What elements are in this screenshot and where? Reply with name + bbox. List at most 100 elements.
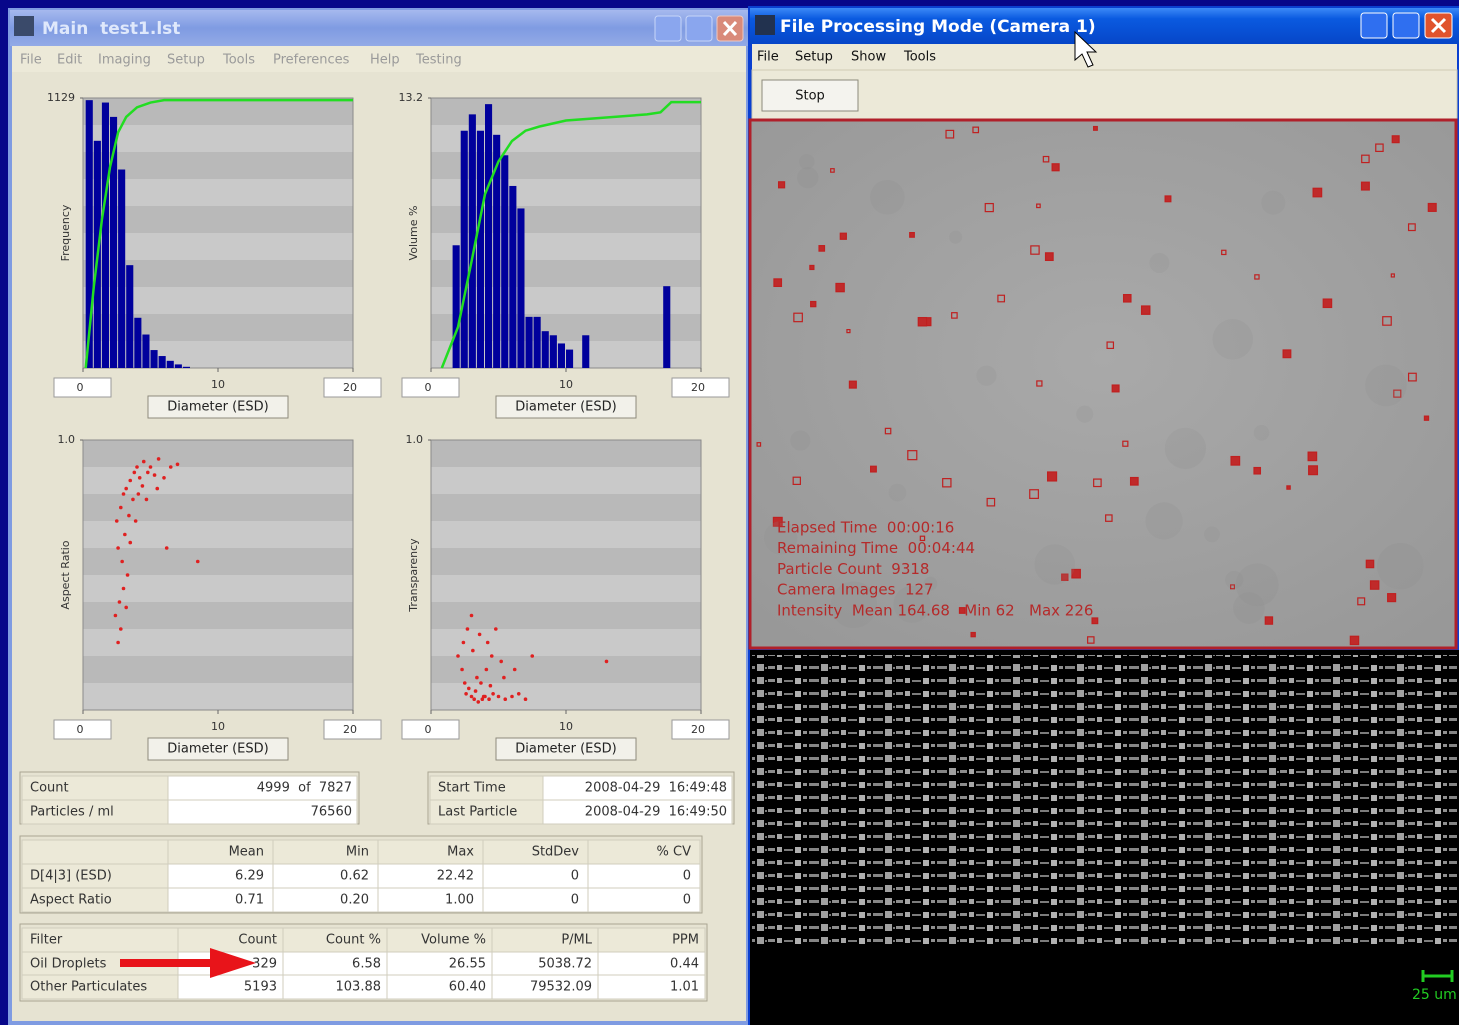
scatter-point <box>510 695 514 699</box>
plot-stripe <box>431 467 701 494</box>
x-axis-label[interactable]: Diameter (ESD) <box>515 742 616 757</box>
column-header: Min <box>346 845 369 860</box>
scatter-point <box>196 560 200 564</box>
menu-item[interactable]: Show <box>851 50 886 65</box>
menu-item[interactable]: Edit <box>57 53 82 68</box>
menu-item[interactable]: Preferences <box>273 53 350 68</box>
x-axis-label[interactable]: Diameter (ESD) <box>167 400 268 415</box>
table-value: 26.55 <box>449 957 486 972</box>
scatter-point <box>122 587 126 591</box>
menu-item[interactable]: Setup <box>167 53 205 68</box>
y-axis-label: Frequency <box>59 204 72 261</box>
app-icon <box>14 16 34 36</box>
plot-stripe <box>431 575 701 602</box>
table-cell <box>22 840 168 864</box>
particle-box <box>1308 452 1316 460</box>
column-header: % CV <box>657 845 692 860</box>
table-label: Count <box>30 781 69 796</box>
overlay-line: Elapsed Time 00:00:16 <box>777 519 954 537</box>
histogram-bar <box>477 131 484 368</box>
table-value: 0.44 <box>670 957 699 972</box>
particle-box <box>1165 196 1171 202</box>
histogram-bar <box>151 350 158 368</box>
scatter-point <box>120 560 124 564</box>
scatter-point <box>464 692 468 696</box>
x-axis-label[interactable]: Diameter (ESD) <box>515 400 616 415</box>
scatter-point <box>487 697 491 701</box>
particle-box <box>1052 164 1059 171</box>
x-tick-label[interactable]: 0 <box>425 723 432 736</box>
plot-stripe <box>83 440 353 467</box>
x-axis-label[interactable]: Diameter (ESD) <box>167 742 268 757</box>
histogram-bar <box>134 318 141 368</box>
menu-item[interactable]: File <box>20 53 42 68</box>
scatter-point <box>456 654 460 658</box>
particle-box <box>819 246 824 251</box>
menu-item[interactable]: Testing <box>415 53 462 68</box>
x-tick-label[interactable]: 0 <box>77 723 84 736</box>
scatter-point <box>489 684 493 688</box>
table-value: 22.42 <box>437 869 474 884</box>
image-shade <box>889 484 907 502</box>
scatter-point <box>162 476 166 480</box>
stop-label[interactable]: Stop <box>795 89 825 104</box>
minimize-button[interactable] <box>655 16 681 41</box>
plot-stripe <box>431 440 701 467</box>
image-shade <box>1254 425 1270 441</box>
table-value: 0 <box>571 893 579 908</box>
scatter-point <box>122 492 126 496</box>
scatter-point <box>146 471 150 475</box>
scatter-point <box>462 641 466 645</box>
table-value: 60.40 <box>449 980 486 995</box>
menu-item[interactable]: Setup <box>795 50 833 65</box>
x-tick-label: 10 <box>559 378 573 391</box>
particle-box <box>1287 486 1290 489</box>
particle-box <box>1094 127 1098 131</box>
scatter-point <box>141 484 145 488</box>
x-tick-label[interactable]: 0 <box>77 381 84 394</box>
minimize-button[interactable] <box>1361 13 1387 38</box>
maximize-button[interactable] <box>686 16 712 41</box>
menu-item[interactable]: Tools <box>903 50 936 65</box>
scatter-point <box>472 697 476 701</box>
table-value: 0.71 <box>235 893 264 908</box>
particle-box <box>1350 636 1358 644</box>
histogram-bar <box>118 170 125 368</box>
table-value: 6.29 <box>235 869 264 884</box>
menu-item[interactable]: Imaging <box>98 53 151 68</box>
x-tick-label[interactable]: 20 <box>343 723 357 736</box>
x-tick-label[interactable]: 20 <box>691 381 705 394</box>
image-shade <box>797 167 818 188</box>
scatter-point <box>490 654 494 658</box>
particle-box <box>774 279 782 287</box>
particle-box <box>840 233 846 239</box>
overlay-line: Particle Count 9318 <box>777 560 929 578</box>
scatter-point <box>470 695 474 699</box>
menu-item[interactable]: File <box>757 50 779 65</box>
maximize-button[interactable] <box>1393 13 1419 38</box>
plot-stripe <box>83 125 353 152</box>
menu-item[interactable]: Help <box>370 53 400 68</box>
column-header: Mean <box>229 845 264 860</box>
particle-box <box>1046 253 1054 261</box>
scatter-point <box>123 533 127 537</box>
image-shade <box>949 231 962 244</box>
particle-box <box>871 466 877 472</box>
x-tick-label[interactable]: 0 <box>425 381 432 394</box>
x-tick-label[interactable]: 20 <box>343 381 357 394</box>
histogram-bar <box>102 103 109 368</box>
scatter-point <box>605 660 609 664</box>
particle-box <box>910 233 915 238</box>
x-tick-label[interactable]: 20 <box>691 723 705 736</box>
particle-box <box>810 265 814 269</box>
scatter-point <box>497 695 501 699</box>
scatter-point <box>126 573 130 577</box>
histogram-bar <box>183 367 190 368</box>
scatter-point <box>474 689 478 693</box>
scatter-point <box>128 479 132 483</box>
menu-item[interactable]: Tools <box>222 53 255 68</box>
y-axis-label: Volume % <box>407 206 420 261</box>
plot-stripe <box>83 494 353 521</box>
image-shade <box>1149 253 1169 273</box>
app-icon <box>755 15 775 35</box>
